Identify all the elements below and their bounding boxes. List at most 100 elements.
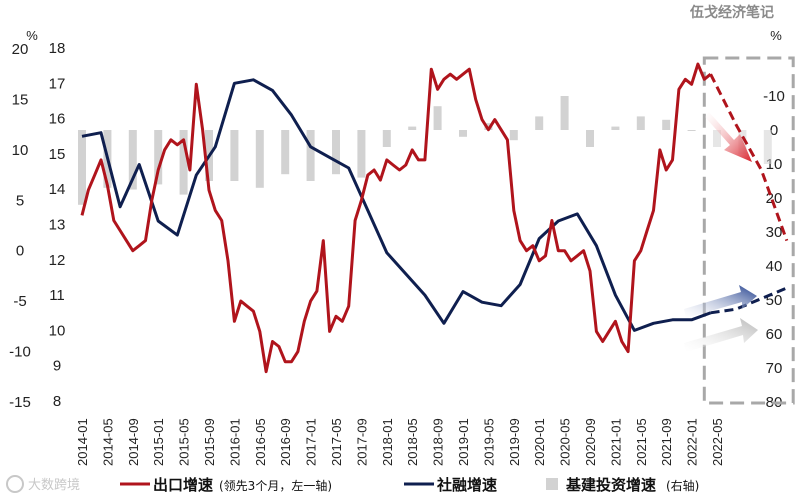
legend-note-infrastructure: (右轴)	[666, 478, 699, 493]
x-tick-label: 2019-09	[507, 418, 522, 466]
export-forecast-line	[709, 73, 789, 242]
infrastructure-bar	[179, 130, 188, 195]
infrastructure-up-arrow	[684, 318, 758, 352]
x-tick-label: 2017-01	[304, 418, 319, 466]
left-inner-tick: 8	[53, 393, 61, 410]
x-tick-label: 2014-01	[75, 418, 90, 466]
social-financing-up-arrow	[684, 285, 757, 318]
watermark-text: 伍戈经济笔记	[689, 4, 774, 21]
infrastructure-bar	[230, 130, 239, 181]
x-tick-label: 2022-05	[710, 418, 725, 466]
infrastructure-bar	[382, 130, 391, 147]
infrastructure-bar	[154, 130, 163, 185]
x-tick-label: 2020-05	[558, 418, 573, 466]
x-tick-label: 2014-05	[100, 418, 115, 466]
x-tick-label: 2015-09	[202, 418, 217, 466]
x-tick-label: 2021-09	[659, 418, 674, 466]
x-tick-label: 2020-09	[583, 418, 598, 466]
export-line	[80, 62, 712, 374]
x-tick-label: 2018-05	[405, 418, 420, 466]
right-tick: 0	[770, 122, 778, 139]
left-inner-tick: 16	[49, 111, 66, 128]
infrastructure-bar	[535, 116, 544, 130]
left-inner-tick: 11	[49, 287, 65, 304]
infrastructure-bar	[611, 126, 620, 130]
infrastructure-bar	[255, 130, 264, 188]
right-unit: %	[770, 28, 782, 43]
x-axis-labels: 2014-01 2014-05 2014-09 2015-01 2015-05 2015-…	[75, 418, 725, 466]
infrastructure-bar	[78, 130, 86, 205]
infrastructure-bar	[306, 130, 315, 181]
right-tick: -10	[763, 88, 785, 105]
infrastructure-bar	[484, 123, 493, 130]
left-outer-tick: 15	[12, 91, 29, 108]
x-tick-label: 2015-05	[177, 418, 192, 466]
logo-text: 大数跨境	[28, 478, 80, 493]
x-tick-label: 2021-01	[608, 418, 623, 466]
forecast-box-layer	[702, 56, 795, 405]
left-outer-unit: %	[26, 28, 38, 43]
social-financing-line	[81, 78, 712, 332]
x-tick-label: 2020-01	[532, 418, 547, 466]
right-tick: 60	[766, 326, 783, 343]
x-tick-label: 2019-05	[481, 418, 496, 466]
left-outer-tick: 20	[12, 41, 29, 58]
left-outer-tick: -10	[9, 344, 31, 361]
x-tick-label: 2022-01	[685, 418, 700, 466]
left-outer-tick: -15	[9, 394, 31, 411]
forecast-box	[702, 56, 795, 405]
series-lines	[80, 62, 789, 374]
x-tick-label: 2016-09	[278, 418, 293, 466]
infrastructure-bar	[662, 119, 671, 130]
trend-arrows	[684, 112, 758, 352]
left-inner-tick: 15	[49, 146, 66, 163]
infrastructure-bar	[687, 130, 696, 131]
infrastructure-bar	[408, 126, 417, 130]
left-outer-axis: %20 15 10 5 0 -5 -10 -15	[9, 28, 38, 411]
legend-label-social-financing: 社融增速	[436, 476, 497, 494]
left-outer-tick: 5	[16, 192, 24, 209]
infrastructure-forecast-bar	[713, 130, 721, 147]
infrastructure-bar	[509, 130, 518, 141]
left-inner-tick: 12	[49, 252, 66, 269]
x-tick-label: 2017-05	[329, 418, 344, 466]
x-tick-label: 2015-01	[151, 418, 166, 466]
export-down-arrow	[705, 112, 752, 162]
infrastructure-bar	[433, 106, 442, 130]
left-outer-tick: -5	[13, 293, 26, 310]
x-tick-label: 2016-01	[227, 418, 242, 466]
left-inner-axis: 18 17 16 15 14 13 12 11 10 9 8	[49, 40, 66, 410]
infrastructure-bar	[560, 96, 569, 130]
left-outer-tick: 0	[16, 243, 24, 260]
x-tick-label: 2018-09	[431, 418, 446, 466]
infrastructure-bar	[281, 130, 290, 175]
left-inner-tick: 18	[49, 40, 66, 57]
left-outer-tick: 10	[12, 142, 29, 159]
legend-note-export: (领先3个月，左一轴)	[219, 478, 332, 493]
infrastructure-bar	[332, 130, 340, 175]
x-tick-label: 2021-05	[634, 418, 649, 466]
infrastructure-forecast-bar	[763, 130, 772, 164]
infrastructure-bar	[636, 116, 645, 130]
left-inner-tick: 9	[53, 358, 61, 375]
logo: 大数跨境	[6, 475, 80, 493]
left-inner-tick: 13	[49, 217, 66, 234]
left-inner-tick: 10	[49, 322, 66, 339]
right-tick: 40	[766, 258, 783, 275]
x-tick-label: 2016-05	[253, 418, 268, 466]
infrastructure-bar	[128, 130, 137, 190]
infrastructure-bar	[357, 130, 366, 178]
infrastructure-bar	[459, 130, 467, 137]
right-tick: 70	[766, 360, 783, 377]
left-inner-tick: 17	[49, 75, 66, 92]
legend-swatch-infrastructure	[546, 478, 558, 490]
legend-label-export: 出口增速	[153, 476, 213, 494]
logo-icon	[6, 475, 24, 493]
legend: 出口增速 (领先3个月，左一轴) 社融增速 基建投资增速 (右轴)	[120, 476, 699, 494]
infrastructure-bar	[586, 130, 594, 147]
right-tick: 30	[766, 224, 783, 241]
legend-label-infrastructure: 基建投资增速	[565, 476, 656, 494]
x-tick-label: 2019-01	[456, 418, 471, 466]
